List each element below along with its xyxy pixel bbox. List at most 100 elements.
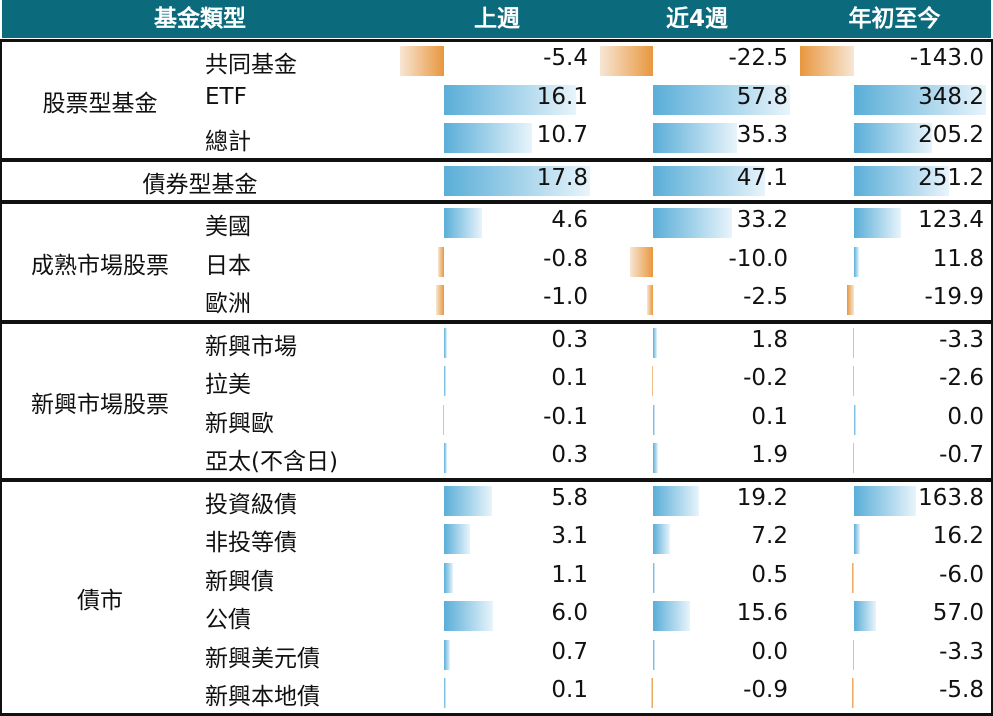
data-value: -22.5 xyxy=(728,45,788,71)
group-label: 成熟市場股票 xyxy=(31,252,169,279)
group-border-left xyxy=(0,39,2,161)
data-bar xyxy=(437,246,445,277)
data-bar xyxy=(653,165,765,196)
data-bar xyxy=(851,678,855,708)
data-value: -143.0 xyxy=(909,45,984,71)
group-border-top xyxy=(0,39,993,42)
data-value: 16.1 xyxy=(536,83,588,110)
data-value: 163.8 xyxy=(918,484,984,511)
data-bar xyxy=(444,485,492,516)
data-value: -0.9 xyxy=(743,677,788,703)
group-border-right xyxy=(991,320,993,481)
data-value: -0.2 xyxy=(743,365,788,391)
data-bar xyxy=(653,327,658,358)
data-bar xyxy=(653,485,699,516)
data-value: 205.2 xyxy=(918,122,984,148)
data-value: -0.1 xyxy=(543,403,588,430)
data-value: 33.2 xyxy=(736,207,788,233)
data-value: 16.2 xyxy=(932,523,984,549)
data-value: 1.9 xyxy=(751,442,788,468)
row-label: 新興市場 xyxy=(205,333,297,360)
data-bar xyxy=(444,327,447,358)
group-border-right xyxy=(991,158,993,203)
row-label: ETF xyxy=(205,83,247,110)
data-bar xyxy=(444,366,446,396)
data-value: 0.3 xyxy=(551,442,588,468)
data-bar xyxy=(653,639,655,670)
data-value: 0.1 xyxy=(751,403,788,430)
row-label: 新興債 xyxy=(205,568,274,595)
row-label: 總計 xyxy=(205,129,251,155)
data-bar xyxy=(854,165,950,196)
group-label: 債市 xyxy=(77,588,123,614)
group-label: 新興市場股票 xyxy=(31,391,169,418)
data-bar xyxy=(444,678,446,708)
data-bar xyxy=(444,524,470,554)
data-bar xyxy=(854,404,856,435)
group-border-right xyxy=(991,478,993,716)
row-label: 美國 xyxy=(205,214,251,240)
data-value: 0.7 xyxy=(551,638,588,665)
group-border-left xyxy=(0,320,2,481)
row-label: 拉美 xyxy=(205,372,251,398)
data-bar xyxy=(444,84,577,115)
data-bar xyxy=(400,46,445,76)
data-bar xyxy=(852,639,855,670)
data-value: 47.1 xyxy=(736,164,788,191)
data-value: -6.0 xyxy=(939,561,984,588)
data-value: 123.4 xyxy=(918,207,984,233)
group-label: 債券型基金 xyxy=(142,171,258,198)
data-value: 1.8 xyxy=(751,326,788,353)
data-bar xyxy=(647,285,654,315)
data-value: -2.6 xyxy=(939,365,984,391)
data-value: -10.0 xyxy=(728,245,788,272)
row-label: 歐洲 xyxy=(205,291,251,317)
data-value: 17.8 xyxy=(536,164,588,191)
data-value: 4.6 xyxy=(551,207,588,233)
data-value: -1.0 xyxy=(543,284,588,310)
group-border-left xyxy=(0,478,2,716)
data-bar xyxy=(653,601,691,631)
group-label: 股票型基金 xyxy=(42,90,158,117)
data-value: 7.2 xyxy=(751,523,788,549)
data-bar xyxy=(653,404,655,435)
data-bar xyxy=(653,84,790,115)
data-value: 0.0 xyxy=(751,638,788,665)
data-bar xyxy=(854,524,861,554)
data-bar xyxy=(629,246,654,277)
data-bar xyxy=(600,46,654,76)
data-value: 6.0 xyxy=(551,600,588,626)
header-last-week: 上週 xyxy=(474,6,520,32)
data-value: 1.1 xyxy=(551,561,588,588)
group-border-left xyxy=(0,158,2,203)
data-bar xyxy=(444,639,450,670)
data-bar xyxy=(653,123,737,153)
group-border-top xyxy=(0,201,993,204)
data-bar xyxy=(444,123,532,153)
data-bar xyxy=(442,404,445,435)
data-value: 348.2 xyxy=(918,83,984,110)
data-bar xyxy=(854,84,986,115)
group-border-right xyxy=(991,39,993,161)
data-bar xyxy=(444,443,447,473)
row-label: 共同基金 xyxy=(205,52,297,78)
data-value: -19.9 xyxy=(924,284,984,310)
data-value: 35.3 xyxy=(736,122,788,148)
data-bar xyxy=(653,562,655,593)
data-value: 0.3 xyxy=(551,326,588,353)
data-value: 251.2 xyxy=(918,164,984,191)
data-bar xyxy=(800,46,855,76)
row-label: 新興歐 xyxy=(205,410,274,437)
header-fund-type: 基金類型 xyxy=(154,6,246,32)
data-bar xyxy=(854,123,932,153)
data-bar xyxy=(651,366,654,396)
data-bar xyxy=(436,285,445,315)
data-value: 5.8 xyxy=(551,484,588,511)
data-bar xyxy=(653,208,732,238)
group-border-bottom xyxy=(0,712,993,716)
data-bar xyxy=(846,285,855,315)
data-bar xyxy=(444,562,454,593)
data-value: 19.2 xyxy=(736,484,788,511)
data-value: 15.6 xyxy=(736,600,788,626)
